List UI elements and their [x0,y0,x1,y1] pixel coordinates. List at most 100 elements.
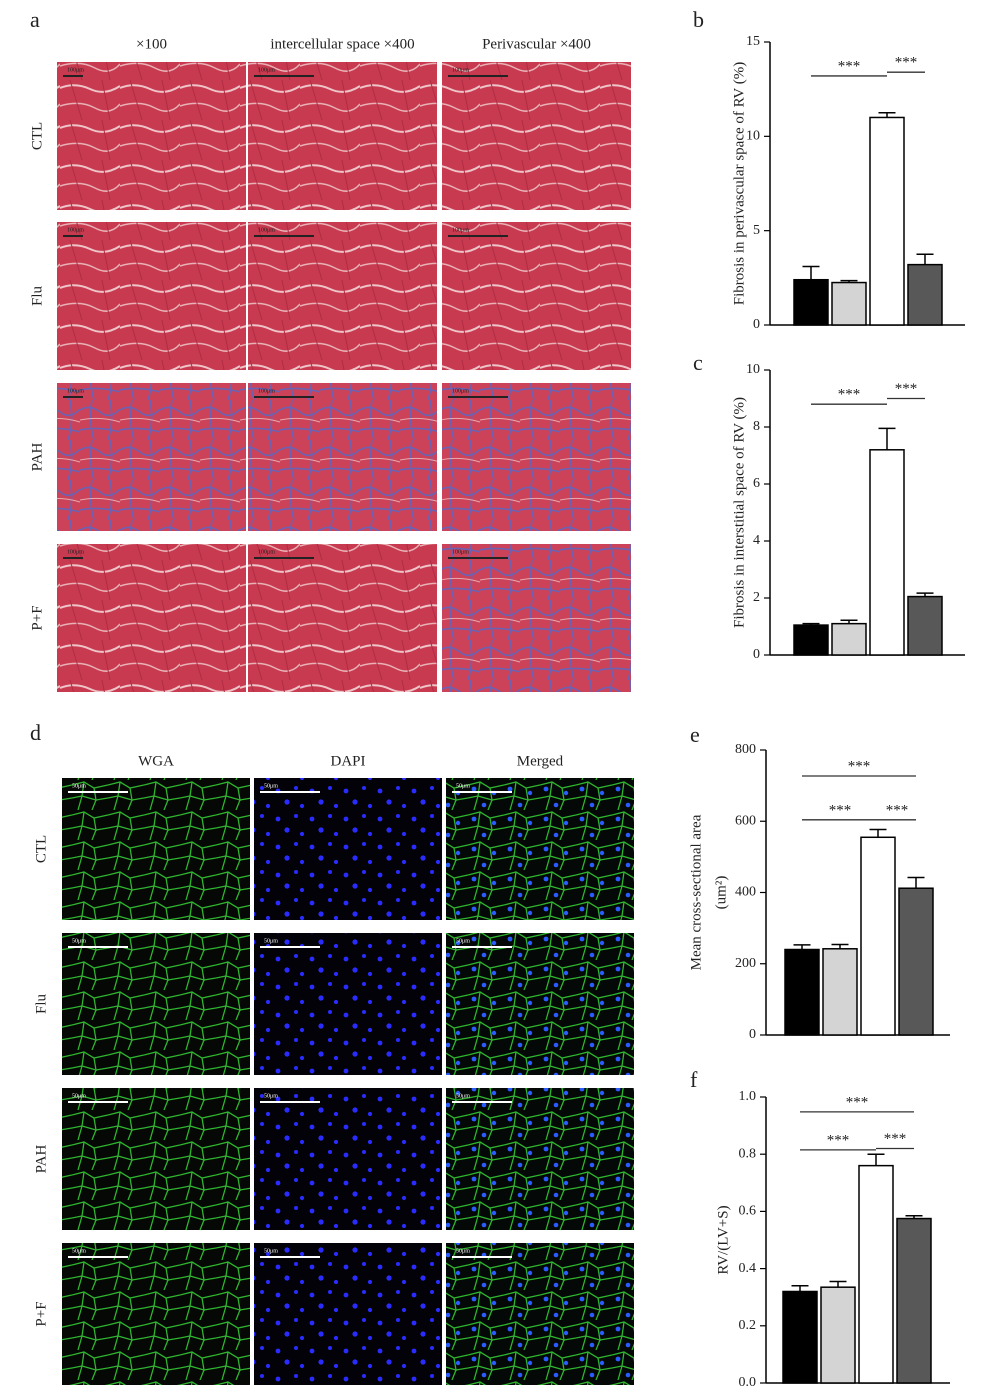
scale-label: 100μm [258,227,275,233]
y-tick-label: 0.0 [739,1375,757,1390]
scale-label: 50μm [72,783,86,789]
scale-label: 50μm [456,783,470,789]
scale-label: 100μm [452,67,469,73]
y-axis-label: Mean cross-sectional area [688,814,704,970]
y-axis-label: (um²) [713,876,729,910]
significance-label: *** [846,1094,869,1110]
column-header: intercellular space ×400 [270,36,414,52]
y-tick-label: 6 [753,476,760,491]
micrograph [446,1243,634,1385]
scale-label: 50μm [72,1248,86,1254]
significance-label: *** [886,802,909,818]
bar [831,622,867,656]
scale-label: 50μm [264,1248,278,1254]
y-tick-label: 0.2 [739,1318,757,1333]
micrograph [446,1088,634,1230]
y-tick-label: 200 [735,956,756,971]
column-header: Perivascular ×400 [482,36,591,52]
micrograph [254,778,442,920]
row-label: Flu [33,993,49,1014]
micrograph [248,544,437,692]
row-label: Flu [29,285,45,306]
micrograph [442,222,631,370]
y-tick-label: 0.6 [739,1204,757,1219]
scale-label: 100μm [258,388,275,394]
panel-letter: f [690,1067,698,1092]
scale-label: 100μm [67,227,84,233]
bar [907,595,943,656]
scale-label: 50μm [264,783,278,789]
bar [782,1290,818,1384]
y-tick-label: 10 [746,129,760,144]
bar [907,263,943,326]
scale-label: 50μm [264,1093,278,1099]
y-tick-label: 400 [735,885,756,900]
bar [896,1217,932,1384]
panel-letter: e [690,722,700,747]
scale-label: 100μm [452,388,469,394]
y-tick-label: 0 [753,317,760,332]
y-tick-label: 800 [735,742,756,757]
significance-label: *** [895,55,918,71]
scale-label: 50μm [456,1248,470,1254]
panel-letter: b [693,7,704,32]
y-tick-label: 0 [749,1027,756,1042]
scale-label: 50μm [72,1093,86,1099]
row-label: P+F [29,605,45,630]
column-header: ×100 [136,36,167,52]
y-tick-label: 0.8 [739,1146,757,1161]
bar [831,281,867,326]
micrograph [62,933,250,1075]
y-axis-label: Fibrosis in perivascular space of RV (%) [731,62,747,305]
panel-letter: a [30,7,40,32]
row-label: P+F [33,1301,49,1326]
column-header: WGA [138,753,174,769]
micrograph [442,62,631,210]
y-tick-label: 4 [753,533,760,548]
y-tick-label: 0 [753,647,760,662]
panel-letter: c [693,350,703,375]
y-tick-label: 0.4 [739,1261,757,1276]
micrograph [248,383,437,531]
y-tick-label: 1.0 [739,1089,757,1104]
bar [869,116,905,326]
bar [820,1286,856,1384]
bar [793,278,829,326]
bar [784,948,820,1036]
significance-label: *** [884,1131,907,1147]
micrograph [57,62,246,210]
micrograph [62,1088,250,1230]
significance-label: *** [895,381,918,397]
micrograph [62,1243,250,1385]
micrograph [248,222,437,370]
bar [860,836,896,1036]
micrograph [254,933,442,1075]
micrograph [62,778,250,920]
significance-label: *** [838,58,861,74]
scale-label: 100μm [67,549,84,555]
scale-label: 50μm [456,1093,470,1099]
micrograph [57,544,246,692]
micrograph [442,544,631,692]
scale-label: 50μm [456,938,470,944]
bar [898,887,934,1036]
y-tick-label: 2 [753,590,760,605]
scale-label: 100μm [258,549,275,555]
significance-label: *** [838,387,861,403]
micrograph [57,222,246,370]
y-tick-label: 10 [746,362,760,377]
row-label: CTL [29,122,45,150]
significance-label: *** [827,1132,850,1148]
micrograph [442,383,631,531]
row-label: PAH [33,1145,49,1174]
y-tick-label: 5 [753,223,760,238]
bar [869,449,905,656]
column-header: DAPI [330,753,365,769]
row-label: PAH [29,443,45,472]
bar [858,1164,894,1384]
column-header: Merged [517,753,564,769]
y-axis-label: Fibrosis in interstitial space of RV (%) [731,397,747,628]
significance-label: *** [848,758,871,774]
